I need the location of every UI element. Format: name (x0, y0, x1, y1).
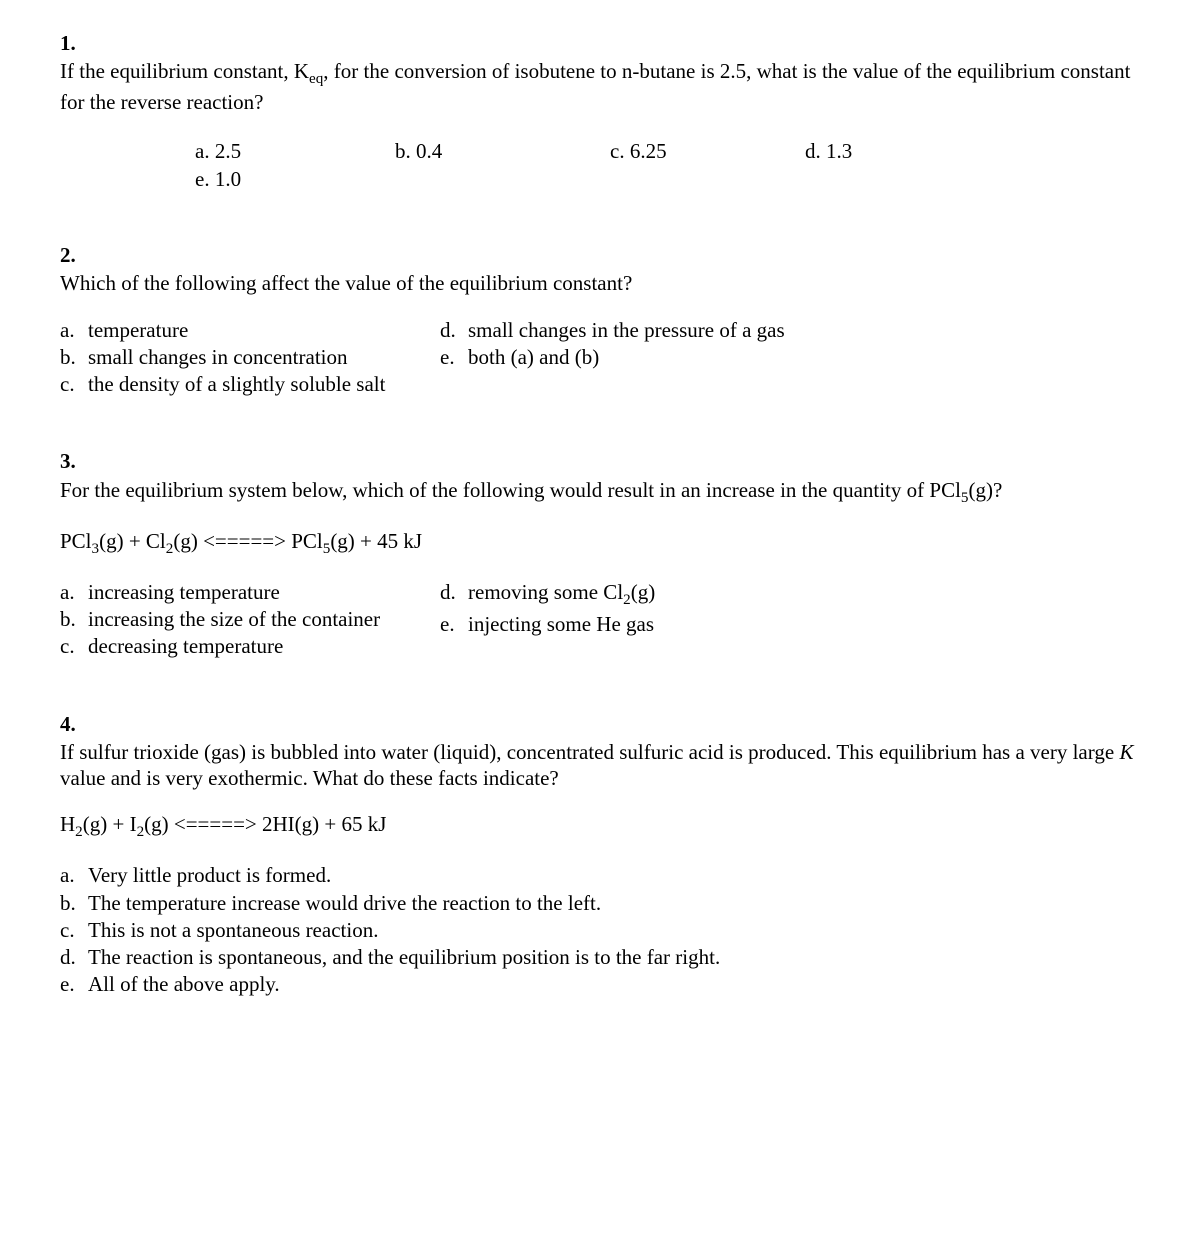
eq-part: H (60, 812, 75, 836)
option-letter: e. (440, 344, 468, 370)
option-letter: b. (60, 606, 88, 632)
eq-part: (g) + I (83, 812, 137, 836)
eq-sub: 2 (75, 824, 83, 840)
question-number: 2. (60, 242, 1140, 268)
eq-sub: 3 (92, 541, 100, 557)
question-4: 4. If sulfur trioxide (gas) is bubbled i… (60, 711, 1140, 998)
option-letter: d. (60, 944, 88, 970)
stem-text: (g)? (968, 478, 1002, 502)
option-letter: a. (60, 317, 88, 343)
option-d: d. 1.3 (805, 138, 925, 164)
eq-sub: 2 (137, 824, 145, 840)
equation-line: H2(g) + I2(g) <=====> 2HI(g) + 65 kJ (60, 811, 1140, 842)
option-a: a.Very little product is formed. (60, 862, 1140, 888)
options-right: d.small changes in the pressure of a gas… (440, 317, 1140, 371)
option-text: decreasing temperature (88, 633, 283, 659)
question-2: 2. Which of the following affect the val… (60, 242, 1140, 398)
option-text: Very little product is formed. (88, 862, 331, 888)
option-b: b.increasing the size of the container (60, 606, 440, 632)
option-c: c.This is not a spontaneous reaction. (60, 917, 1140, 943)
option-letter: e. (440, 611, 468, 637)
eq-part: (g) + Cl (99, 529, 166, 553)
option-text: increasing the size of the container (88, 606, 380, 632)
option-a: a. 2.5 (195, 138, 395, 164)
question-number: 1. (60, 30, 1140, 56)
option-c: c.the density of a slightly soluble salt (60, 371, 440, 397)
question-number: 4. (60, 711, 1140, 737)
option-text: the density of a slightly soluble salt (88, 371, 385, 397)
option-a: a.increasing temperature (60, 579, 440, 605)
option-text: removing some Cl2(g) (468, 579, 655, 610)
question-stem: If the equilibrium constant, Keq, for th… (60, 58, 1140, 115)
equation-line: PCl3(g) + Cl2(g) <=====> PCl5(g) + 45 kJ (60, 528, 1140, 559)
options-two-col: a.temperature b.small changes in concent… (60, 317, 1140, 399)
option-e: e.injecting some He gas (440, 611, 1140, 637)
stem-italic-k: K (1119, 740, 1133, 764)
option-letter: e. (60, 971, 88, 997)
question-stem: If sulfur trioxide (gas) is bubbled into… (60, 739, 1140, 792)
option-b: b.The temperature increase would drive t… (60, 890, 1140, 916)
option-letter: c. (60, 917, 88, 943)
option-letter: a. (60, 862, 88, 888)
option-e: e.All of the above apply. (60, 971, 1140, 997)
option-text: increasing temperature (88, 579, 280, 605)
option-text: temperature (88, 317, 188, 343)
option-e: e.both (a) and (b) (440, 344, 1140, 370)
stem-text: For the equilibrium system below, which … (60, 478, 961, 502)
option-letter: d. (440, 579, 468, 610)
option-c: c. 6.25 (610, 138, 805, 164)
option-text: small changes in the pressure of a gas (468, 317, 785, 343)
eq-part: PCl (60, 529, 92, 553)
eq-part: (g) <=====> 2HI(g) + 65 kJ (144, 812, 386, 836)
option-letter: a. (60, 579, 88, 605)
option-text: This is not a spontaneous reaction. (88, 917, 378, 943)
option-d: d.small changes in the pressure of a gas (440, 317, 1140, 343)
option-b: b. 0.4 (395, 138, 610, 164)
option-letter: c. (60, 633, 88, 659)
options-right: d.removing some Cl2(g) e.injecting some … (440, 579, 1140, 637)
question-3: 3. For the equilibrium system below, whi… (60, 448, 1140, 660)
option-b: b.small changes in concentration (60, 344, 440, 370)
stem-text: If the equilibrium constant, K (60, 59, 309, 83)
eq-part: (g) + 45 kJ (330, 529, 422, 553)
options-left: a.temperature b.small changes in concent… (60, 317, 440, 398)
option-letter: d. (440, 317, 468, 343)
option-text: small changes in concentration (88, 344, 348, 370)
options-row: a. 2.5b. 0.4c. 6.25d. 1.3 e. 1.0 (60, 138, 1140, 193)
options-left: a.increasing temperature b.increasing th… (60, 579, 440, 660)
option-d: d.removing some Cl2(g) (440, 579, 1140, 610)
option-letter: b. (60, 890, 88, 916)
eq-part: (g) <=====> PCl (173, 529, 322, 553)
options-list: a.Very little product is formed. b.The t… (60, 862, 1140, 997)
stem-text: If sulfur trioxide (gas) is bubbled into… (60, 740, 1119, 764)
option-text: The temperature increase would drive the… (88, 890, 601, 916)
question-1: 1. If the equilibrium constant, Keq, for… (60, 30, 1140, 192)
option-text: All of the above apply. (88, 971, 280, 997)
option-text: both (a) and (b) (468, 344, 599, 370)
option-letter: c. (60, 371, 88, 397)
option-a: a.temperature (60, 317, 440, 343)
option-text: The reaction is spontaneous, and the equ… (88, 944, 720, 970)
option-d: d.The reaction is spontaneous, and the e… (60, 944, 1140, 970)
option-e: e. 1.0 (195, 166, 395, 192)
option-text: injecting some He gas (468, 611, 654, 637)
option-letter: b. (60, 344, 88, 370)
stem-text: value and is very exothermic. What do th… (60, 766, 559, 790)
question-stem: Which of the following affect the value … (60, 270, 1140, 296)
worksheet-page: 1. If the equilibrium constant, Keq, for… (0, 0, 1200, 1059)
options-single-col: a.Very little product is formed. b.The t… (60, 862, 1140, 997)
options-two-col: a.increasing temperature b.increasing th… (60, 579, 1140, 661)
stem-subscript: eq (309, 71, 323, 87)
question-number: 3. (60, 448, 1140, 474)
question-stem: For the equilibrium system below, which … (60, 477, 1140, 508)
option-c: c.decreasing temperature (60, 633, 440, 659)
